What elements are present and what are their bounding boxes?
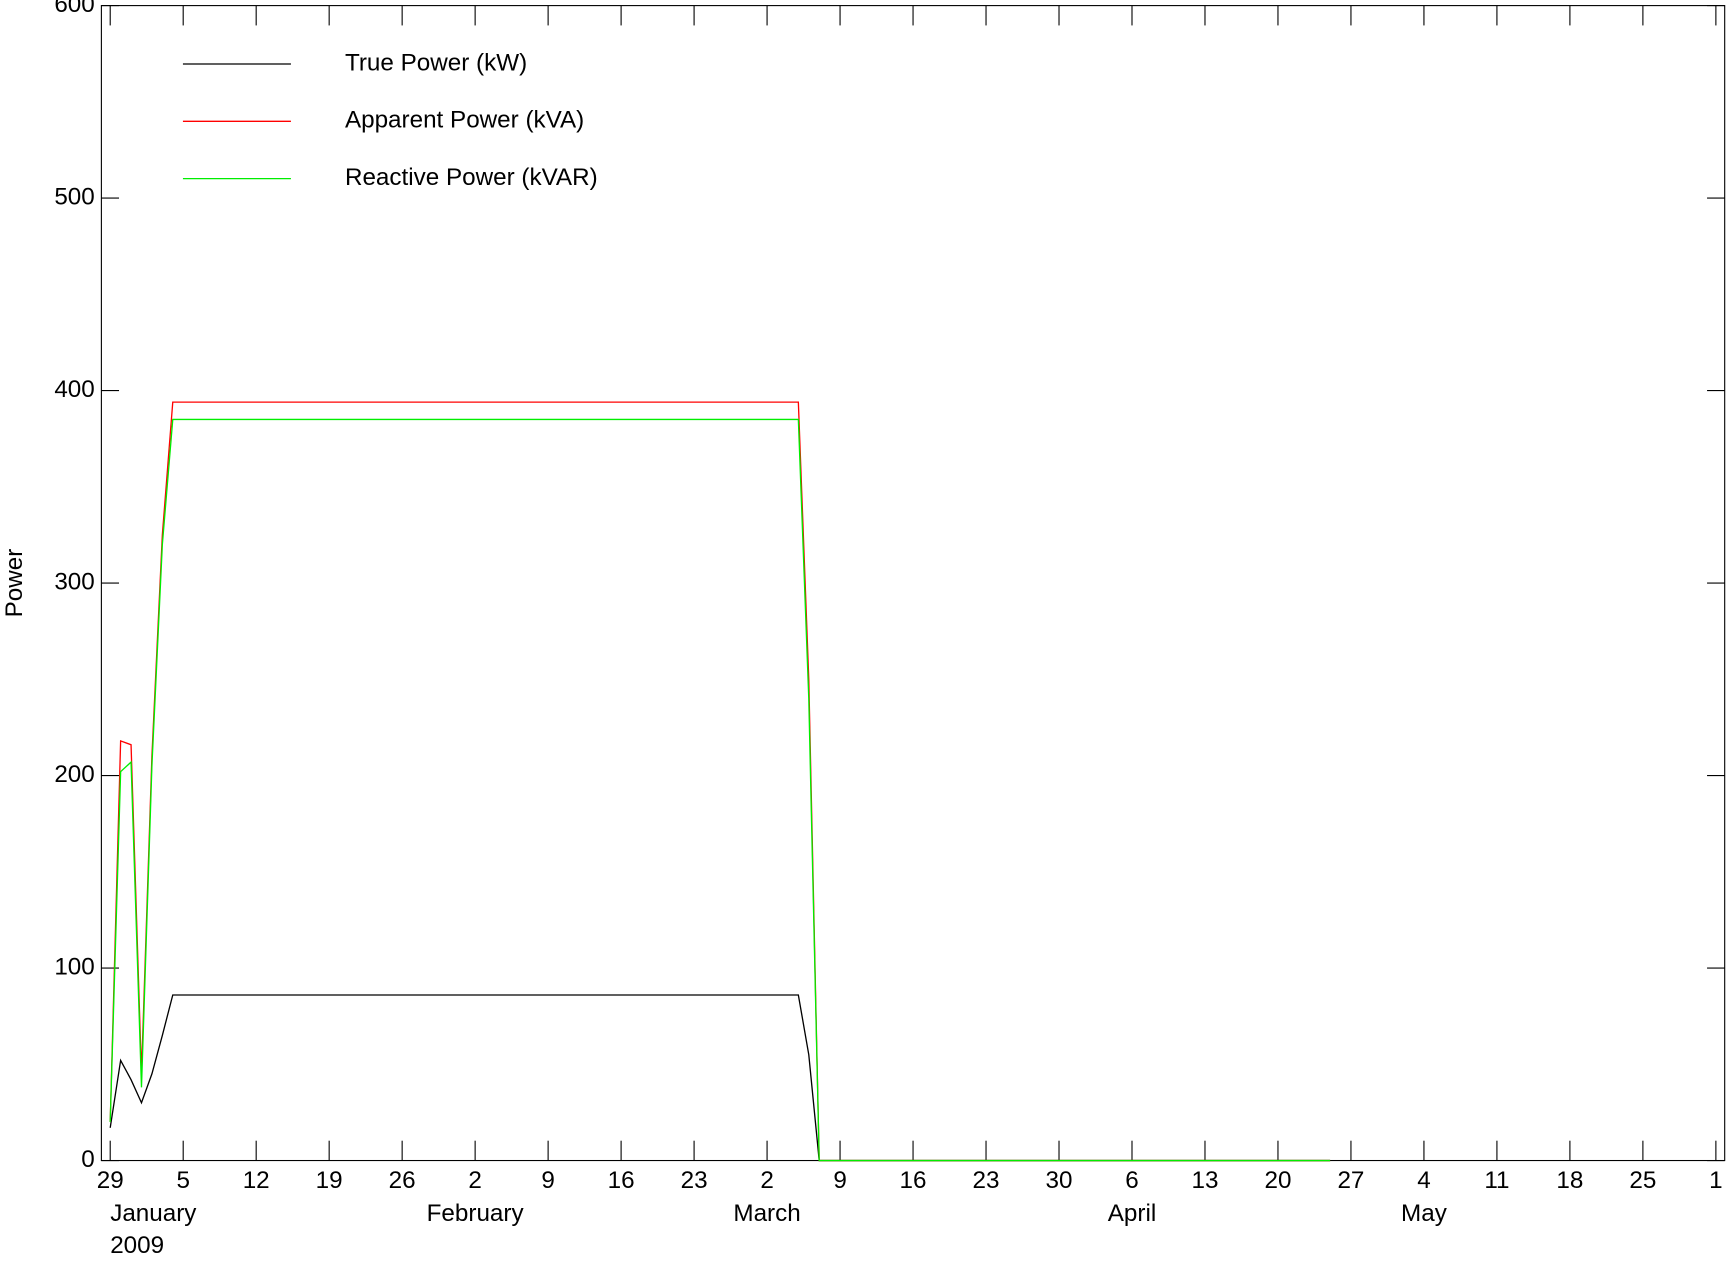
x-tick-label: 5 [176, 1167, 189, 1194]
x-tick-label: 25 [1629, 1167, 1656, 1194]
x-tick-label: 29 [97, 1167, 124, 1194]
series-line [109, 418, 1331, 1162]
x-tick-label: 27 [1337, 1167, 1364, 1194]
y-tick-label: 300 [54, 568, 94, 595]
x-tick-label: 9 [833, 1167, 846, 1194]
x-tick-label: 23 [973, 1167, 1000, 1194]
x-tick-label: 4 [1417, 1167, 1430, 1194]
legend-label: Reactive Power (kVAR) [345, 164, 598, 191]
x-tick-label: 11 [1484, 1167, 1509, 1194]
series-line [109, 401, 1331, 1162]
x-tick-label: 1 [1709, 1167, 1722, 1194]
y-tick-label: 600 [54, 0, 94, 18]
month-label: March [733, 1200, 800, 1227]
y-axis-label: Power [1, 549, 28, 618]
x-tick-label: 18 [1556, 1167, 1583, 1194]
month-label: February [427, 1200, 525, 1227]
x-tick-label: 16 [608, 1167, 635, 1194]
year-label: 2009 [110, 1232, 164, 1259]
x-tick-label: 16 [900, 1167, 927, 1194]
x-tick-label: 20 [1264, 1167, 1291, 1194]
y-tick-label: 0 [81, 1146, 94, 1173]
y-tick-label: 500 [54, 183, 94, 210]
x-tick-label: 9 [541, 1167, 554, 1194]
x-tick-label: 26 [389, 1167, 416, 1194]
y-tick-label: 200 [54, 761, 94, 788]
x-tick-label: 30 [1046, 1167, 1073, 1194]
legend-label: Apparent Power (kVA) [345, 107, 584, 134]
month-label: April [1108, 1200, 1156, 1227]
legend-label: True Power (kW) [345, 49, 527, 76]
x-tick-label: 2 [468, 1167, 481, 1194]
y-tick-label: 400 [54, 376, 94, 403]
month-label: January [110, 1200, 197, 1227]
y-tick-label: 100 [54, 953, 94, 980]
x-tick-label: 13 [1191, 1167, 1218, 1194]
x-tick-label: 12 [243, 1167, 270, 1194]
x-tick-label: 23 [681, 1167, 708, 1194]
month-label: May [1401, 1200, 1448, 1227]
series-line [109, 994, 1331, 1162]
x-tick-label: 2 [760, 1167, 773, 1194]
x-tick-label: 6 [1125, 1167, 1138, 1194]
x-tick-label: 19 [316, 1167, 343, 1194]
